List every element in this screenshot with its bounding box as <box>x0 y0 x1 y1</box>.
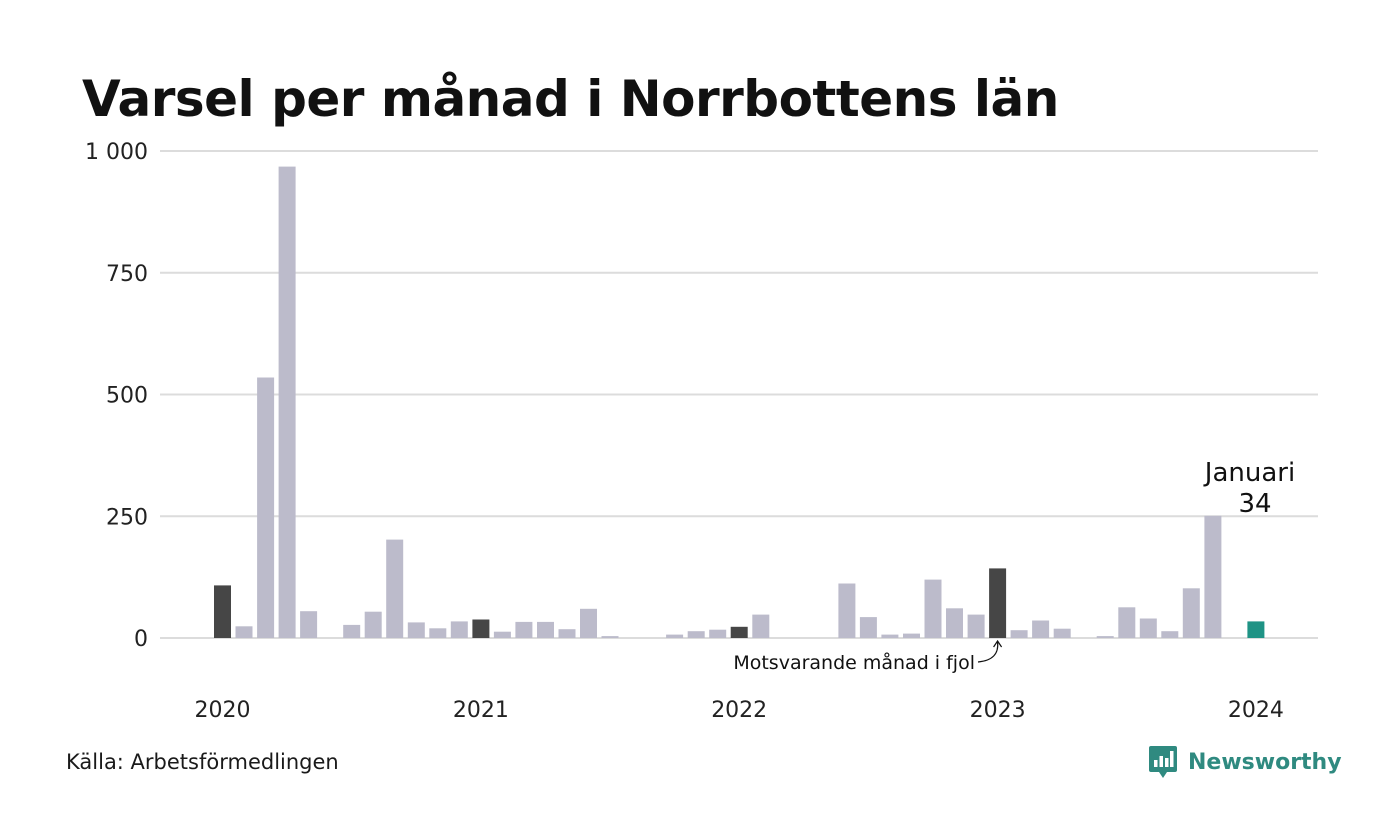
bar-2022-09 <box>903 633 920 638</box>
x-axis: 2020 2021 2022 2023 2024 <box>195 698 1284 723</box>
bar-2021-04 <box>537 621 554 638</box>
bar-2022-08 <box>881 634 899 638</box>
bar-2020-01 <box>214 585 231 638</box>
bar-2020-10 <box>407 622 425 638</box>
bar-2023-02 <box>1010 630 1028 638</box>
bar-2020-02 <box>235 626 253 638</box>
chart-title: Varsel per månad i Norrbottens län <box>82 70 1059 128</box>
bar-2023-08 <box>1139 618 1157 638</box>
bar-2021-12 <box>709 629 727 638</box>
brand: Newsworthy <box>1148 744 1342 780</box>
bar-2023-01 <box>989 568 1007 638</box>
bar-2023-06 <box>1096 636 1114 638</box>
bar-2023-07 <box>1118 607 1136 638</box>
bar-2023-10 <box>1182 588 1200 638</box>
bar-2020-09 <box>386 539 404 638</box>
bar-2020-07 <box>343 624 361 638</box>
x-year-label: 2022 <box>711 698 767 723</box>
bar-2021-03 <box>515 621 533 638</box>
bar-2022-01 <box>730 626 748 638</box>
bar-2022-10 <box>924 579 942 638</box>
annotation-arrowhead <box>993 639 1003 648</box>
bar-2021-11 <box>687 631 705 638</box>
bar-chart-logo-icon <box>1149 746 1177 778</box>
bar-2021-07 <box>601 636 619 638</box>
source-note: Källa: Arbetsförmedlingen <box>66 750 339 774</box>
y-tick-label: 0 <box>134 627 148 652</box>
bar-2021-06 <box>580 608 597 638</box>
bar-2022-11 <box>946 608 963 638</box>
bar-2020-08 <box>364 611 382 638</box>
y-axis: 0 250 500 750 1 000 <box>85 140 148 652</box>
bar-2024-01 <box>1247 621 1265 638</box>
bar-2020-11 <box>429 628 447 638</box>
y-tick-label: 1 000 <box>85 140 148 165</box>
bar-2023-11 <box>1204 515 1222 638</box>
bar-2020-12 <box>450 621 468 638</box>
bar-2022-07 <box>859 617 877 638</box>
bar-2021-01 <box>472 619 490 638</box>
highlight-value-label: 34 <box>1238 489 1271 519</box>
bar-2023-09 <box>1161 631 1179 638</box>
highlight-month-label: Januari <box>1203 458 1295 488</box>
bar-2020-05 <box>300 611 318 638</box>
bar-2022-02 <box>752 614 770 638</box>
bar-2023-04 <box>1053 628 1071 638</box>
x-year-label: 2021 <box>453 698 509 723</box>
x-year-label: 2024 <box>1228 698 1284 723</box>
bar-2021-02 <box>493 631 511 638</box>
gridlines <box>160 150 1318 639</box>
bar-2022-12 <box>967 614 985 638</box>
bar-2023-03 <box>1032 620 1050 638</box>
annotation: Motsvarande månad i fjol <box>733 639 1003 674</box>
bar-2021-05 <box>558 629 576 638</box>
bar-2020-03 <box>257 377 275 638</box>
bar-2020-04 <box>278 166 296 638</box>
brand-name: Newsworthy <box>1188 749 1342 775</box>
bar-2021-10 <box>666 634 684 638</box>
y-tick-label: 750 <box>106 262 148 287</box>
bar-2022-06 <box>838 583 856 638</box>
bars <box>214 166 1265 638</box>
highlight-label: Januari 34 <box>1203 458 1295 519</box>
annotation-arrow <box>977 641 999 663</box>
y-tick-label: 500 <box>106 384 148 409</box>
x-year-label: 2023 <box>970 698 1026 723</box>
y-tick-label: 250 <box>106 505 148 530</box>
annotation-text: Motsvarande månad i fjol <box>733 651 975 674</box>
x-year-label: 2020 <box>195 698 251 723</box>
